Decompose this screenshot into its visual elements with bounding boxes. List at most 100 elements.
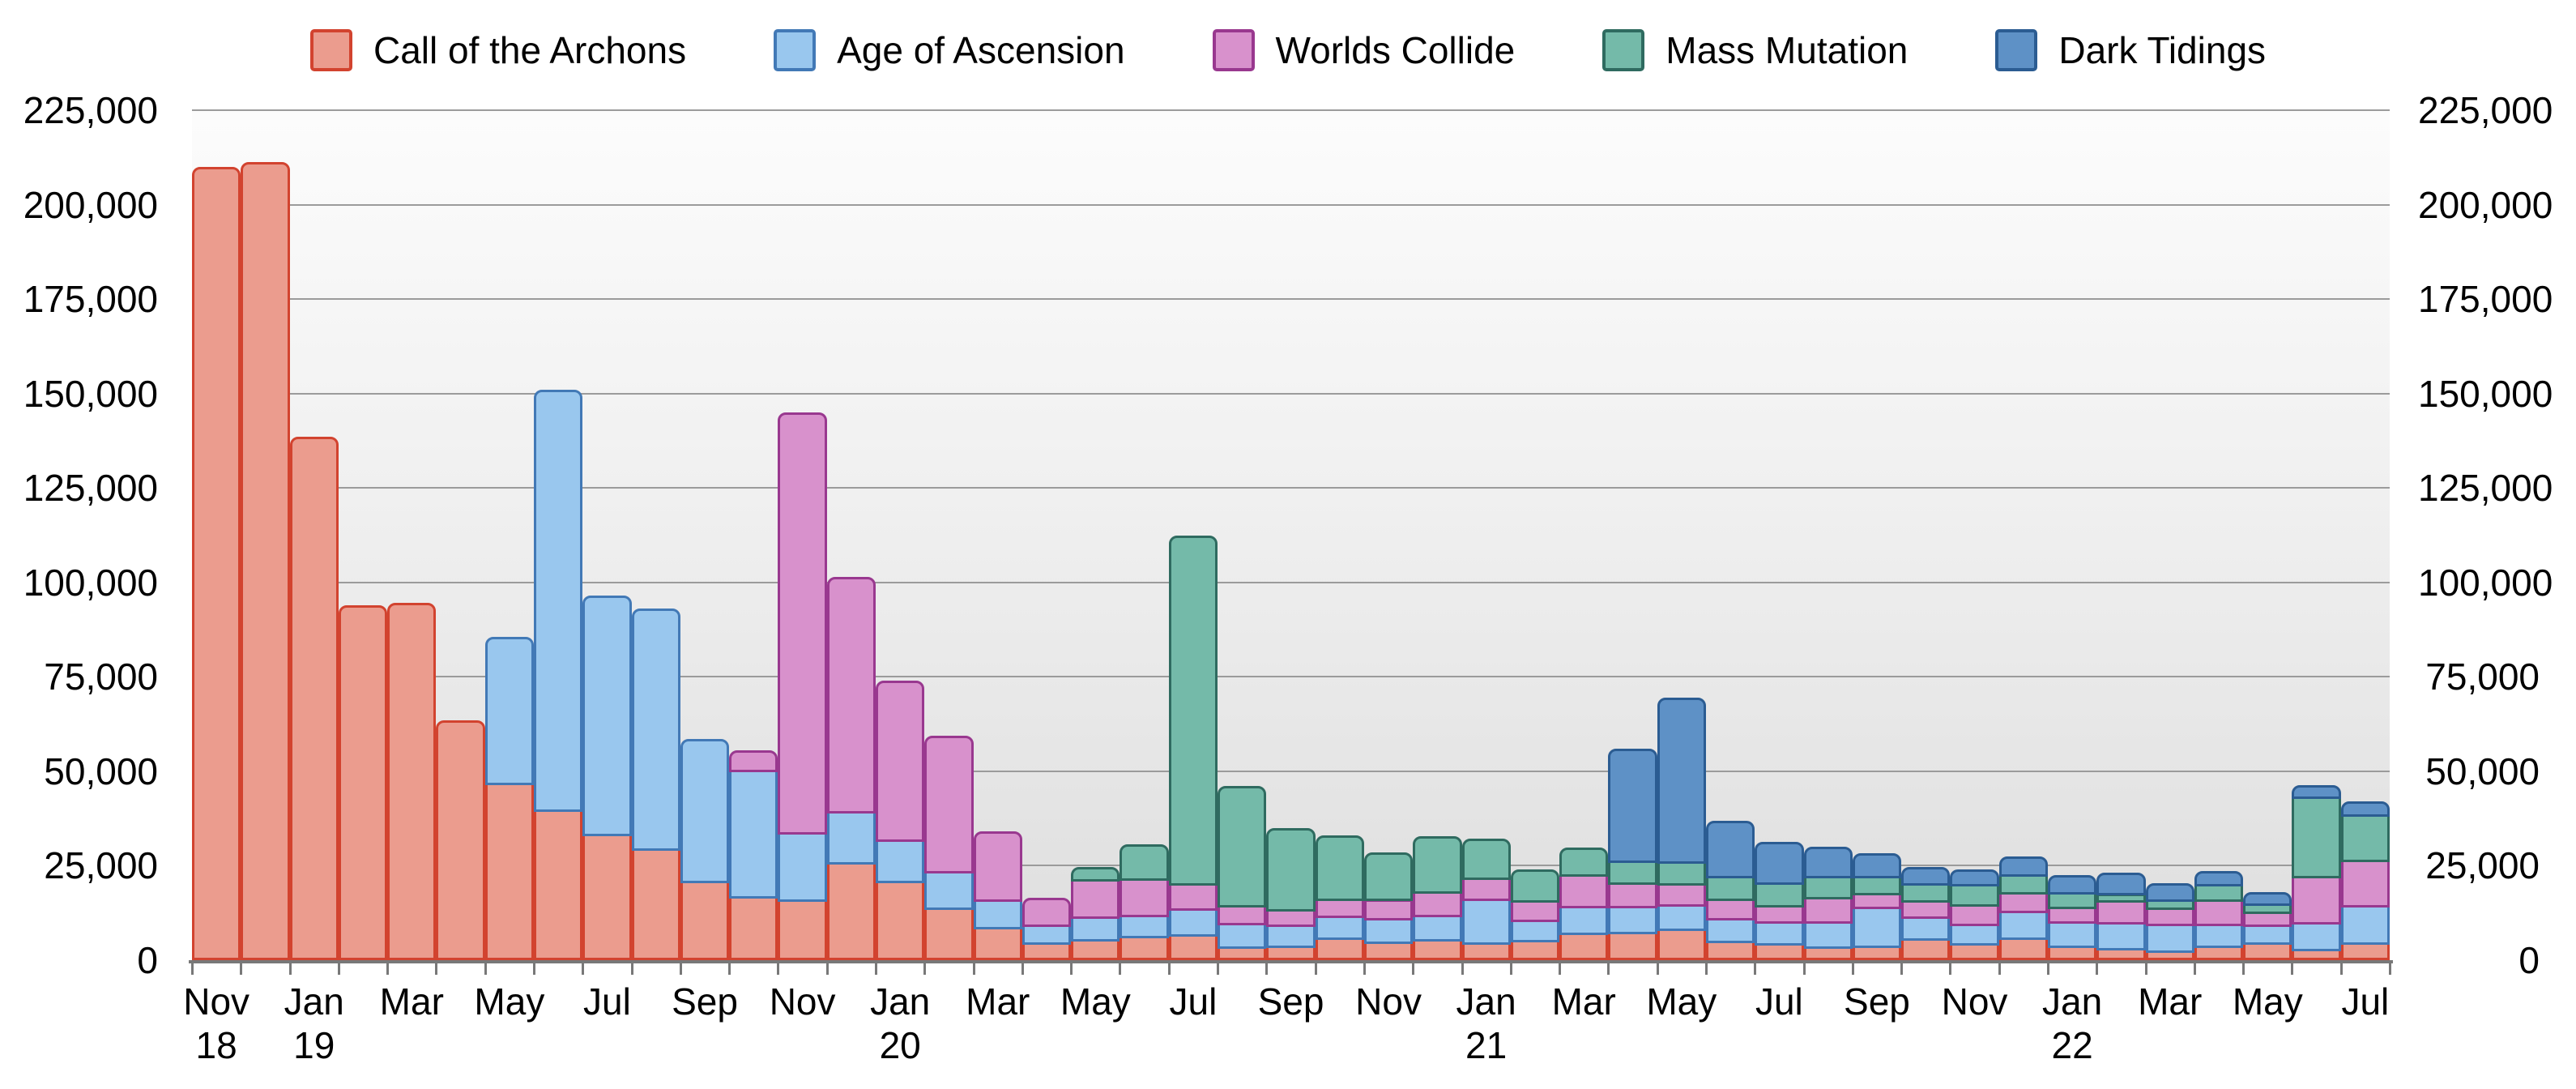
bar-segment <box>924 871 974 910</box>
bar-segment <box>1315 835 1364 902</box>
x-axis-tick <box>1461 963 1464 975</box>
x-axis-tick <box>1412 963 1415 975</box>
bar-nov-2019 <box>778 110 827 960</box>
bar-segment <box>1363 899 1414 920</box>
x-axis-tick <box>1119 963 1122 975</box>
y-axis-label-right: 50,000 <box>2425 749 2540 792</box>
bar-segment <box>289 437 339 960</box>
legend-label: Call of the Archons <box>373 29 687 71</box>
bar-segment <box>1413 890 1462 918</box>
bar-segment <box>2047 906 2097 924</box>
bar-segment <box>534 390 583 812</box>
bar-sep-2021 <box>1852 110 1902 960</box>
bar-segment <box>1120 843 1169 881</box>
bar-sep-2019 <box>680 110 730 960</box>
bar-oct-2020 <box>1315 110 1364 960</box>
bar-segment <box>2047 921 2097 948</box>
bar-segment <box>826 576 876 814</box>
bar-segment <box>778 412 827 835</box>
x-axis-tick <box>1021 963 1024 975</box>
bar-segment <box>1510 919 1560 943</box>
bar-mar-2022 <box>2145 110 2194 960</box>
bar-segment <box>1608 931 1657 960</box>
bar-segment <box>1071 878 1120 919</box>
y-axis-label-left: 50,000 <box>44 749 158 792</box>
bar-jul-2020 <box>1168 110 1218 960</box>
x-axis-tick <box>2193 963 2196 975</box>
y-axis-label-right: 100,000 <box>2418 561 2553 604</box>
bar-segment <box>1803 897 1853 924</box>
y-axis-label-left: 75,000 <box>44 656 158 698</box>
x-axis-tick <box>630 963 633 975</box>
x-axis-tick <box>1754 963 1757 975</box>
bar-segment <box>2243 925 2292 946</box>
bar-segment <box>1315 899 1364 919</box>
bar-jun-2021 <box>1705 110 1755 960</box>
x-axis-year-label: 22 <box>2051 1024 2093 1066</box>
bar-segment <box>1461 878 1511 902</box>
bar-segment <box>826 861 876 960</box>
bar-segment <box>1461 899 1511 946</box>
bar-segment <box>729 895 778 960</box>
legend-label: Dark Tidings <box>2058 29 2267 71</box>
x-axis-tick <box>484 963 487 975</box>
y-axis-label-right: 175,000 <box>2418 278 2553 321</box>
bar-segment <box>1998 911 2048 941</box>
bar-segment <box>1998 937 2048 960</box>
bar-segment <box>1803 846 1853 878</box>
bar-segment <box>484 782 534 960</box>
bar-apr-2021 <box>1608 110 1657 960</box>
x-axis-tick <box>728 963 731 975</box>
bar-segment <box>2340 801 2390 817</box>
bar-segment <box>1950 884 1999 908</box>
bar-segment <box>1803 920 1853 950</box>
bar-segment <box>1266 924 1316 949</box>
bar-segment <box>1950 869 1999 887</box>
bar-segment <box>1071 938 1120 960</box>
x-axis-month-label: May <box>2232 980 2303 1023</box>
x-axis-tick <box>1363 963 1366 975</box>
y-axis-label-right: 0 <box>2518 939 2540 981</box>
bar-segment <box>1363 917 1414 944</box>
bar-segment <box>2292 876 2341 925</box>
bar-segment <box>2292 796 2341 879</box>
bar-segment <box>2047 891 2097 909</box>
x-axis-tick <box>2096 963 2099 975</box>
bar-segment <box>1413 835 1462 894</box>
y-axis-label-left: 0 <box>137 939 158 981</box>
bar-segment <box>1705 940 1755 960</box>
x-axis-tick <box>679 963 682 975</box>
x-axis-tick <box>2242 963 2245 975</box>
bar-segment <box>729 769 778 899</box>
x-axis-tick <box>1607 963 1610 975</box>
bar-segment <box>1413 915 1462 942</box>
x-axis-month-label: Mar <box>2138 980 2203 1023</box>
x-axis-month-label: Nov <box>1355 980 1422 1023</box>
x-axis-tick <box>825 963 829 975</box>
x-axis-month-label: Mar <box>966 980 1030 1023</box>
bar-segment <box>1461 838 1511 881</box>
bar-mar-2020 <box>973 110 1022 960</box>
bar-segment <box>1657 929 1706 960</box>
bar-segment <box>1852 906 1902 948</box>
x-axis-tick <box>1314 963 1317 975</box>
bar-feb-2020 <box>924 110 974 960</box>
bar-segment <box>729 750 778 772</box>
legend-item-2: Age of Ascension <box>774 28 1125 73</box>
bar-segment <box>534 809 583 960</box>
x-axis-tick <box>972 963 975 975</box>
bar-segment <box>1461 942 1511 960</box>
x-axis-tick <box>2144 963 2147 975</box>
gridline <box>192 203 2390 206</box>
legend-label: Mass Mutation <box>1665 29 1909 71</box>
y-axis-label-left: 125,000 <box>23 467 158 510</box>
y-axis-label-right: 75,000 <box>2425 656 2540 698</box>
x-axis-tick <box>1900 963 1904 975</box>
x-axis-tick <box>240 963 243 975</box>
bar-sep-2020 <box>1266 110 1316 960</box>
bar-aug-2021 <box>1803 110 1853 960</box>
x-axis-tick <box>533 963 536 975</box>
chart-legend: Call of the Archons Age of Ascension World… <box>0 28 2576 73</box>
x-axis-tick <box>1656 963 1659 975</box>
bar-segment <box>778 831 827 903</box>
